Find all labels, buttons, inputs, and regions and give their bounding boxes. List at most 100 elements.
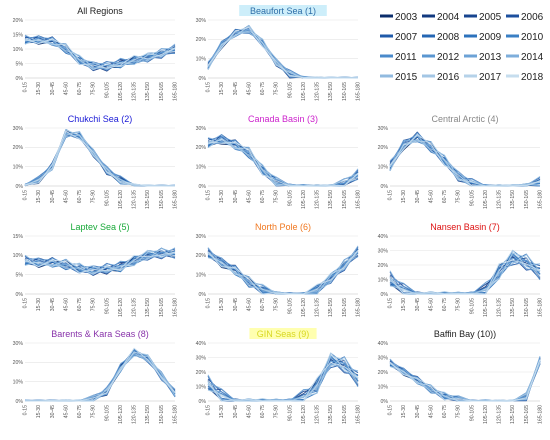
series-line-2003	[207, 140, 359, 187]
legend-entry: 2011	[395, 52, 417, 63]
x-tick-label: 60-75	[77, 298, 83, 311]
legend-entry: 2017	[479, 72, 502, 83]
x-tick-label: 120-135	[315, 298, 321, 317]
x-tick-label: 45-60	[63, 405, 69, 418]
x-tick-label: 0-15	[23, 82, 29, 92]
x-tick-label: 165-180	[356, 405, 362, 424]
x-tick-label: 150-165	[342, 82, 348, 101]
y-tick-label: 20%	[196, 370, 207, 376]
x-tick-label: 15-30	[36, 190, 42, 203]
x-tick-label: 105-120	[483, 190, 489, 209]
series-line-2013	[389, 359, 541, 402]
x-tick-label: 0-15	[23, 190, 29, 200]
legend-entry: 2010	[521, 32, 544, 43]
x-tick-label: 45-60	[246, 82, 252, 95]
x-tick-label: 165-180	[173, 82, 179, 101]
series-line-2012	[207, 360, 359, 402]
x-tick-label: 15-30	[36, 405, 42, 418]
x-tick-label: 45-60	[246, 405, 252, 418]
series-line-2006	[389, 255, 541, 295]
x-tick-label: 105-120	[301, 405, 307, 424]
series-line-2008	[389, 361, 541, 402]
x-tick-label: 15-30	[401, 405, 407, 418]
x-tick-label: 60-75	[260, 298, 266, 311]
panel-title: North Pole (6)	[255, 222, 311, 232]
y-tick-label: 10%	[13, 253, 24, 259]
series-line-2016	[389, 362, 541, 402]
x-tick-label: 165-180	[173, 190, 179, 209]
series-line-2009	[389, 361, 541, 402]
series-line-2018	[389, 134, 541, 187]
series-line-2007	[389, 261, 541, 295]
y-tick-label: 30%	[378, 355, 389, 361]
legend-entry: 2005	[479, 12, 502, 23]
series-line-2007	[207, 363, 359, 402]
x-tick-label: 15-30	[219, 82, 225, 95]
x-tick-label: 30-45	[415, 190, 421, 203]
panel-title: GIN Seas (9)	[257, 329, 310, 339]
y-tick-label: 30%	[378, 248, 389, 254]
y-tick-label: 30%	[13, 341, 24, 347]
x-tick-label: 45-60	[428, 298, 434, 311]
series-line-2015	[207, 142, 359, 187]
series-line-2014	[389, 261, 541, 295]
x-tick-label: 135-150	[510, 405, 516, 424]
x-tick-label: 15-30	[219, 298, 225, 311]
y-tick-label: 30%	[196, 234, 207, 240]
y-tick-label: 0%	[16, 76, 24, 82]
x-tick-label: 135-150	[145, 190, 151, 209]
series-line-2003	[24, 129, 176, 187]
series-line-2015	[24, 134, 176, 187]
series-line-2011	[207, 362, 359, 402]
x-tick-label: 15-30	[401, 298, 407, 311]
x-tick-label: 0-15	[206, 190, 212, 200]
series-line-2018	[24, 38, 176, 69]
y-tick-label: 20%	[13, 18, 24, 24]
series-line-2004	[207, 139, 359, 187]
x-tick-label: 15-30	[401, 190, 407, 203]
y-tick-label: 10%	[378, 384, 389, 390]
x-tick-label: 150-165	[159, 82, 165, 101]
legend-entry: 2018	[521, 72, 544, 83]
x-tick-label: 120-135	[497, 405, 503, 424]
series-line-2011	[389, 361, 541, 402]
x-tick-label: 75-90	[274, 405, 280, 418]
x-tick-label: 150-165	[159, 405, 165, 424]
legend-entry: 2012	[437, 52, 460, 63]
series-line-2017	[389, 359, 541, 402]
panel-title: Barents & Kara Seas (8)	[51, 329, 149, 339]
x-tick-label: 30-45	[50, 405, 56, 418]
x-tick-label: 30-45	[233, 190, 239, 203]
x-tick-label: 120-135	[132, 82, 138, 101]
panel-title: All Regions	[77, 6, 123, 16]
x-tick-label: 165-180	[538, 298, 544, 317]
x-tick-label: 165-180	[356, 190, 362, 209]
x-tick-label: 120-135	[315, 82, 321, 101]
x-tick-label: 150-165	[159, 298, 165, 317]
legend-entry: 2004	[437, 12, 460, 23]
x-tick-label: 90-105	[104, 405, 110, 421]
series-line-2015	[389, 135, 541, 187]
x-tick-label: 90-105	[287, 82, 293, 98]
x-tick-label: 120-135	[132, 405, 138, 424]
x-tick-label: 30-45	[50, 298, 56, 311]
series-line-2004	[389, 362, 541, 402]
series-line-2018	[389, 259, 541, 295]
y-tick-label: 15%	[13, 32, 24, 38]
series-line-2015	[389, 359, 541, 402]
series-line-2010	[24, 129, 176, 187]
x-tick-label: 165-180	[538, 190, 544, 209]
series-line-2018	[207, 26, 359, 79]
panel-title: Beaufort Sea (1)	[250, 6, 316, 16]
y-tick-label: 20%	[378, 145, 389, 151]
y-tick-label: 15%	[13, 234, 24, 240]
series-line-2018	[389, 359, 541, 402]
x-tick-label: 135-150	[328, 190, 334, 209]
x-tick-label: 15-30	[36, 298, 42, 311]
x-tick-label: 105-120	[118, 82, 124, 101]
x-tick-label: 105-120	[301, 82, 307, 101]
series-line-2016	[207, 30, 359, 79]
x-tick-label: 0-15	[388, 190, 394, 200]
x-tick-label: 60-75	[260, 405, 266, 418]
y-tick-label: 10%	[196, 272, 207, 278]
